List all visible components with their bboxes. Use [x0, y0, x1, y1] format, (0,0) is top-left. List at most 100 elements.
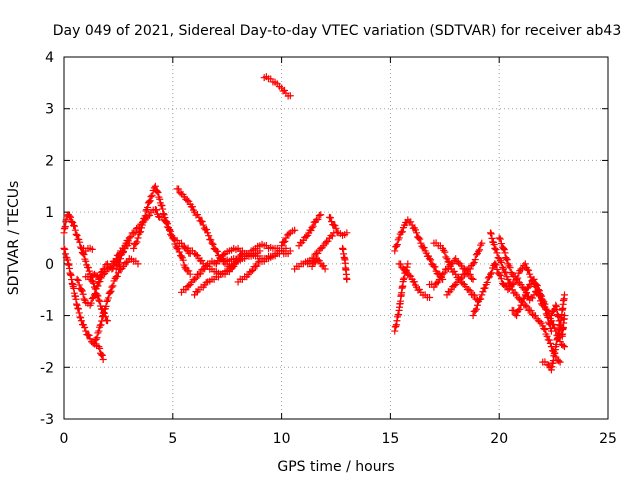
- series-track-27: [426, 255, 477, 291]
- data-point: [523, 302, 531, 310]
- data-point: [501, 282, 509, 290]
- data-point: [495, 234, 503, 242]
- data-point: [490, 241, 498, 249]
- data-point: [237, 251, 245, 259]
- data-point: [324, 237, 332, 245]
- data-point: [179, 256, 187, 264]
- data-point: [64, 256, 72, 264]
- data-point: [91, 290, 99, 298]
- data-point: [65, 212, 73, 220]
- data-point: [76, 238, 84, 246]
- data-point: [82, 327, 90, 335]
- data-point: [97, 351, 105, 359]
- data-point: [80, 251, 88, 259]
- data-point: [542, 310, 550, 318]
- data-point: [498, 263, 506, 271]
- data-point: [100, 308, 108, 316]
- x-tick-label: 25: [599, 431, 617, 447]
- data-point: [137, 228, 145, 236]
- data-point: [533, 282, 541, 290]
- series-track-16: [278, 226, 299, 250]
- data-point: [496, 235, 504, 243]
- x-tick-label: 0: [60, 431, 69, 447]
- data-point: [407, 218, 415, 226]
- x-tick-label: 10: [273, 431, 291, 447]
- data-point: [444, 265, 452, 273]
- data-point: [152, 206, 160, 214]
- data-point: [115, 259, 123, 267]
- series-track-19: [295, 211, 325, 250]
- data-point: [302, 233, 310, 241]
- data-point: [517, 301, 525, 309]
- data-point: [151, 182, 159, 190]
- data-point: [101, 265, 109, 273]
- data-point: [77, 317, 85, 325]
- data-point: [98, 317, 106, 325]
- data-point: [67, 213, 75, 221]
- series-track-5: [80, 244, 96, 255]
- data-point: [449, 260, 457, 268]
- data-point: [87, 299, 95, 307]
- data-point: [96, 344, 104, 352]
- data-point: [315, 211, 323, 219]
- data-point: [560, 291, 568, 299]
- data-point: [462, 270, 470, 278]
- data-point: [314, 256, 322, 264]
- data-point: [531, 312, 539, 320]
- data-point: [94, 282, 102, 290]
- data-point: [195, 213, 203, 221]
- data-point: [413, 229, 421, 237]
- data-point: [518, 265, 526, 273]
- series-track-21: [325, 213, 351, 239]
- data-point: [559, 341, 567, 349]
- data-point: [473, 301, 481, 309]
- data-point: [443, 255, 451, 263]
- data-point: [315, 257, 323, 265]
- data-point: [127, 233, 135, 241]
- data-point: [79, 290, 87, 298]
- data-point: [205, 232, 213, 240]
- data-point: [99, 312, 107, 320]
- data-point: [441, 248, 449, 256]
- data-point: [75, 281, 83, 289]
- y-tick-label: 3: [45, 102, 54, 118]
- data-point: [551, 324, 559, 332]
- data-point: [192, 274, 200, 282]
- data-point: [469, 260, 477, 268]
- data-point: [560, 312, 568, 320]
- data-point: [170, 235, 178, 243]
- data-point: [420, 244, 428, 252]
- data-point: [202, 261, 210, 269]
- data-point: [75, 309, 83, 317]
- data-point: [156, 195, 164, 203]
- data-point: [530, 275, 538, 283]
- data-point: [516, 305, 524, 313]
- data-point: [125, 234, 133, 242]
- data-point: [488, 269, 496, 277]
- data-point: [130, 244, 138, 252]
- data-point: [495, 270, 503, 278]
- data-point: [73, 231, 81, 239]
- data-point: [405, 271, 413, 279]
- data-point: [85, 331, 93, 339]
- data-point: [550, 307, 558, 315]
- series-track-8: [130, 182, 194, 278]
- data-point: [442, 253, 450, 261]
- data-point: [182, 286, 190, 294]
- series-track-33: [508, 275, 555, 335]
- data-point: [114, 269, 122, 277]
- data-point: [439, 270, 447, 278]
- data-point: [90, 291, 98, 299]
- data-point: [472, 305, 480, 313]
- data-point: [61, 250, 69, 258]
- data-point: [520, 285, 528, 293]
- data-point: [85, 267, 93, 275]
- data-point: [343, 275, 351, 283]
- data-point: [483, 278, 491, 286]
- y-tick-label: 0: [45, 257, 54, 273]
- data-point: [426, 255, 434, 263]
- data-point: [141, 212, 149, 220]
- data-point: [534, 286, 542, 294]
- data-point: [153, 187, 161, 195]
- data-point: [144, 203, 152, 211]
